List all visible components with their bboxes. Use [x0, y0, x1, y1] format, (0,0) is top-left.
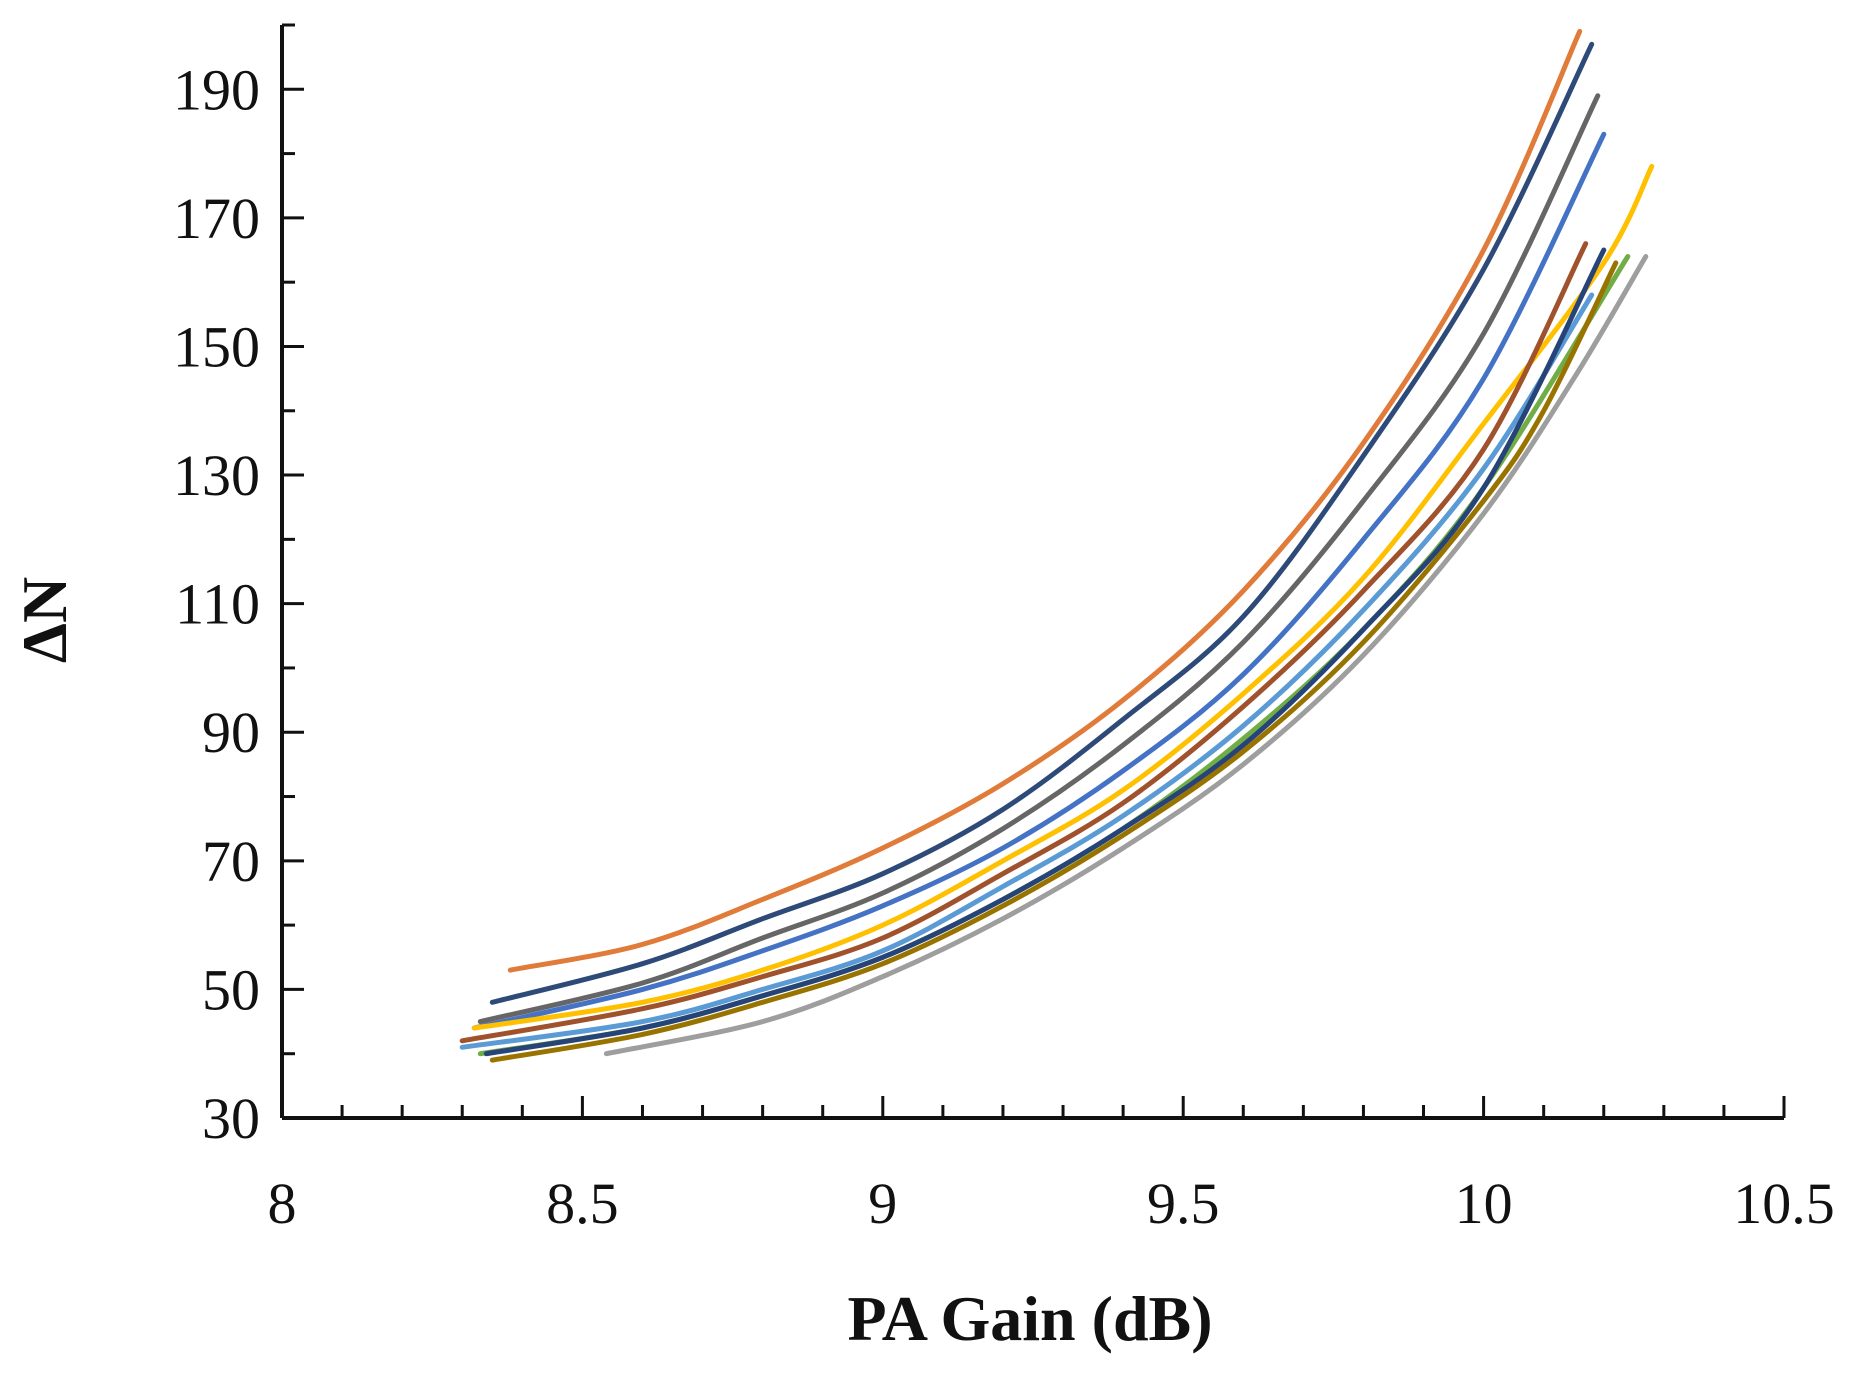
series-line [489, 41, 1595, 1005]
series-line [483, 247, 1607, 1057]
x-tick-label: 9 [868, 1171, 897, 1236]
series-line [603, 254, 1649, 1057]
y-tick-label: 30 [202, 1086, 260, 1151]
y-tick-label: 110 [175, 572, 260, 637]
series-layer [459, 28, 1655, 1063]
series-line [459, 292, 1595, 1050]
y-tick-label: 190 [173, 57, 260, 122]
labels-layer: 8 8.5 9 9.5 10 10.5 30 50 70 90 110 130 150 170 190 [173, 57, 1835, 1236]
series-line [507, 28, 1583, 973]
axes-layer [280, 25, 1784, 1120]
x-axis-title: PA Gain (dB) [847, 1283, 1212, 1354]
x-tick-label: 9.5 [1147, 1171, 1220, 1236]
series-line [477, 93, 1601, 1025]
x-tick-label: 10.5 [1733, 1171, 1835, 1236]
ticks-layer [280, 23, 1786, 1120]
series-line [471, 131, 1607, 1031]
y-tick-label: 90 [202, 700, 260, 765]
y-tick-label: 150 [173, 314, 260, 379]
x-tick-label: 8.5 [546, 1171, 619, 1236]
x-tick-label: 10 [1455, 1171, 1513, 1236]
y-tick-label: 50 [202, 957, 260, 1022]
series-line [459, 241, 1589, 1044]
series-line [489, 260, 1619, 1063]
series-line [471, 163, 1655, 1031]
y-axis-title: ΔN [9, 577, 80, 663]
y-tick-label: 170 [173, 186, 260, 251]
y-tick-label: 130 [173, 443, 260, 508]
y-tick-label: 70 [202, 829, 260, 894]
x-tick-label: 8 [268, 1171, 297, 1236]
